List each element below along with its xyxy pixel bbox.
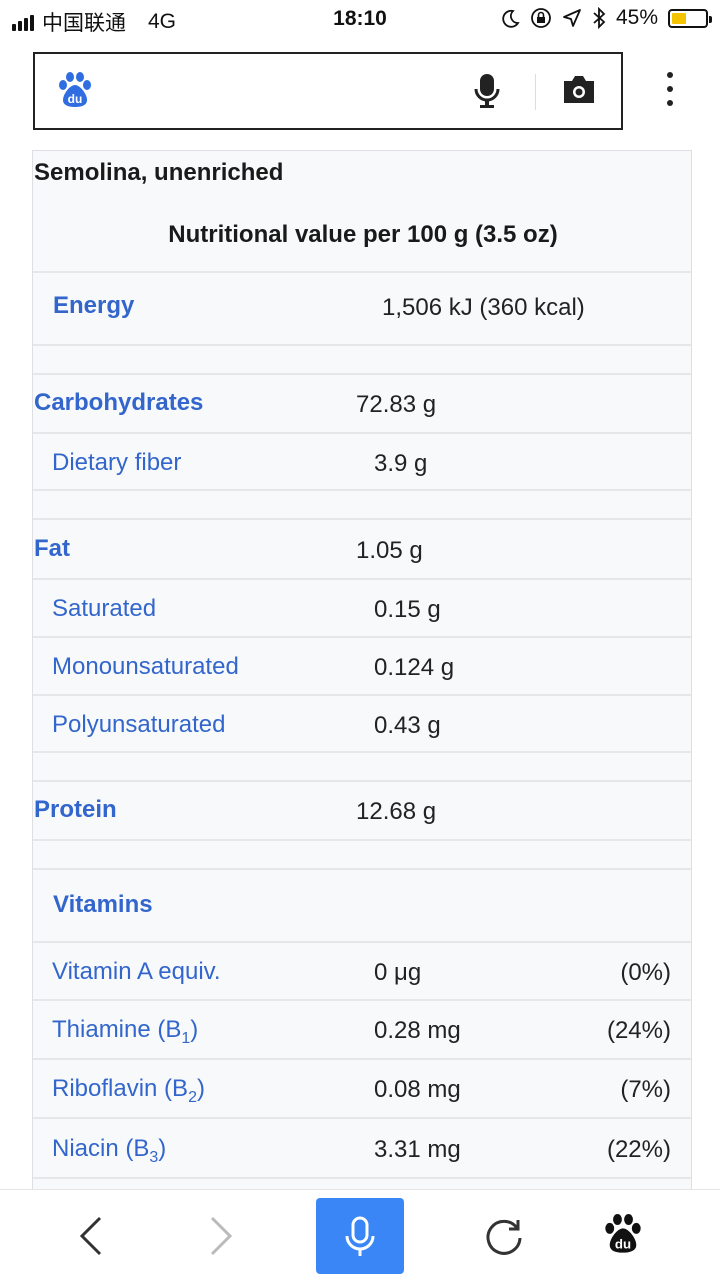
dietary-fiber-label[interactable]: Dietary fiber <box>52 449 182 476</box>
battery-percent: 45% <box>615 6 658 29</box>
protein-label[interactable]: Protein <box>34 796 117 823</box>
dietary-fiber-value: 3.9 g <box>374 450 428 477</box>
status-left: 中国联通 4G <box>12 7 176 37</box>
battery-fill <box>672 12 686 24</box>
search-divider <box>535 74 536 110</box>
infobox-subtitle: Nutritional value per 100 g (3.5 oz) <box>168 221 558 248</box>
baidu-logo-icon: du <box>59 72 91 107</box>
nutrition-infobox: Semolina, unenriched Nutritional value p… <box>32 150 692 1190</box>
niacin-label[interactable]: Niacin (B3) <box>52 1135 167 1166</box>
more-menu-icon[interactable] <box>660 72 680 112</box>
riboflavin-dv: (7%) <box>620 1076 671 1103</box>
battery-icon <box>668 8 712 28</box>
vitamins-heading[interactable]: Vitamins <box>53 891 153 918</box>
voice-search-button[interactable] <box>316 1198 404 1274</box>
riboflavin-value: 0.08 mg <box>374 1076 461 1103</box>
fat-value: 1.05 g <box>356 537 423 564</box>
vitamin-a-value: 0 μg <box>374 959 422 986</box>
status-right: 45% <box>500 6 712 30</box>
monounsaturated-label[interactable]: Monounsaturated <box>52 653 239 680</box>
svg-text:du: du <box>68 92 83 106</box>
location-icon <box>563 9 581 27</box>
signal-icon <box>12 13 34 31</box>
microphone-icon <box>345 1216 375 1256</box>
energy-label[interactable]: Energy <box>53 292 135 319</box>
bottom-toolbar: du <box>0 1189 720 1282</box>
microphone-icon[interactable] <box>473 72 501 110</box>
carbohydrates-label[interactable]: Carbohydrates <box>34 389 204 416</box>
thiamine-value: 0.28 mg <box>374 1017 461 1044</box>
monounsaturated-value: 0.124 g <box>374 654 455 681</box>
carrier-name: 中国联通 <box>42 12 126 35</box>
polyunsaturated-value: 0.43 g <box>374 712 441 739</box>
energy-value: 1,506 kJ (360 kcal) <box>382 294 585 321</box>
riboflavin-label[interactable]: Riboflavin (B2) <box>52 1075 205 1106</box>
niacin-dv: (22%) <box>606 1136 671 1163</box>
camera-icon[interactable] <box>561 74 597 106</box>
chevron-left-icon[interactable] <box>72 1214 112 1258</box>
vitamin-a-label[interactable]: Vitamin A equiv. <box>52 958 221 985</box>
orientation-lock-icon <box>531 8 551 28</box>
polyunsaturated-label[interactable]: Polyunsaturated <box>52 711 226 738</box>
infobox-title: Semolina, unenriched <box>34 159 284 186</box>
clock: 18:10 <box>333 7 387 30</box>
saturated-value: 0.15 g <box>374 596 441 623</box>
search-bar[interactable]: du <box>33 52 623 130</box>
network-type: 4G <box>148 10 177 33</box>
saturated-label[interactable]: Saturated <box>52 595 157 622</box>
baidu-paw-icon[interactable]: du <box>603 1214 643 1256</box>
fat-label[interactable]: Fat <box>34 535 70 562</box>
protein-value: 12.68 g <box>356 798 437 825</box>
chevron-right-icon[interactable] <box>200 1214 240 1258</box>
thiamine-label[interactable]: Thiamine (B1) <box>52 1016 199 1047</box>
bluetooth-icon <box>593 7 606 29</box>
carbohydrates-value: 72.83 g <box>356 391 437 418</box>
svg-text:du: du <box>615 1236 631 1251</box>
moon-icon <box>502 9 520 28</box>
thiamine-dv: (24%) <box>606 1017 671 1044</box>
refresh-icon[interactable] <box>484 1216 524 1256</box>
status-bar: 中国联通 4G 18:10 45% <box>0 0 720 40</box>
vitamin-a-dv: (0%) <box>620 959 671 986</box>
niacin-value: 3.31 mg <box>374 1136 461 1163</box>
